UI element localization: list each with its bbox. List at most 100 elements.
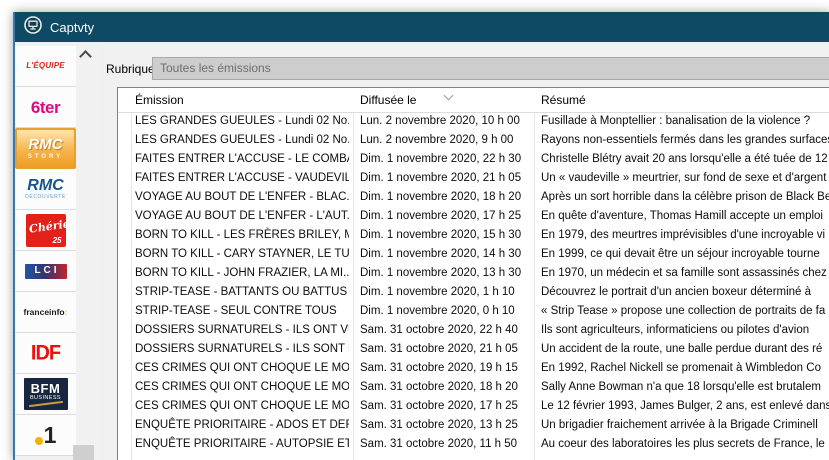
sort-descending-icon [443, 90, 454, 101]
cell-diffusee-le: Sam. 31 octobre 2020, 19 h 15 [360, 362, 518, 374]
cell-emission: BORN TO KILL - LES FRÈRES BRILEY, M... [135, 229, 349, 241]
sidebar-channel-bfm-business[interactable]: BFM BUSINESS [15, 374, 76, 415]
sidebar-channel-6ter[interactable]: 6ter [15, 87, 76, 128]
column-header-resume-label: Résumé [541, 93, 586, 107]
table-row[interactable]: ENQUÊTE PRIORITAIRE - ADOS ET DER... Sam… [118, 416, 829, 435]
cell-resume: Ils sont agriculteurs, informaticiens ou… [541, 324, 810, 336]
channel-logo: Chérie 25 [25, 213, 70, 247]
titlebar[interactable]: Captvty [15, 12, 829, 42]
captvty-window: Captvty L'ÉQUIPE 6ter RMC STORY RMC DÉCO… [13, 12, 829, 460]
sidebar-channel-rmc-decouverte[interactable]: RMC DÉCOUVERTE [15, 169, 76, 210]
cell-diffusee-le: Dim. 1 novembre 2020, 15 h 30 [360, 229, 522, 241]
cell-resume: Découvrez le portrait d'un ancien boxeur… [541, 286, 812, 298]
sidebar-channel-lci[interactable]: LCI [15, 251, 76, 292]
table-row[interactable]: BORN TO KILL - JOHN FRAZIER, LA MI... Di… [118, 264, 829, 283]
sidebar-scrollbar-thumb[interactable] [73, 445, 94, 460]
table-row[interactable]: CES CRIMES QUI ONT CHOQUE LE MO... Sam. … [118, 359, 829, 378]
cell-resume: En 1999, ce qui devait être un séjour in… [541, 248, 820, 260]
cell-emission: LES GRANDES GUEULES - Lundi 02 No... [135, 134, 349, 146]
table-row[interactable]: DOSSIERS SURNATURELS - ILS ONT VU ... Sa… [118, 321, 829, 340]
cell-resume: En quête d'aventure, Thomas Hamill accep… [541, 210, 823, 222]
channel-logo: LCI [24, 263, 67, 279]
column-header-diffusee-le-label: Diffusée le [360, 93, 417, 107]
table-row[interactable]: CES CRIMES QUI ONT CHOQUE LE MO... Sam. … [118, 378, 829, 397]
channel-logo: L'ÉQUIPE [26, 61, 65, 70]
cell-resume: Un accident de la route, une balle perdu… [541, 343, 823, 355]
channel-logo: 6ter [30, 97, 61, 117]
chevron-up-icon[interactable] [78, 50, 92, 63]
cell-resume: « Strip Tease » propose une collection d… [541, 305, 826, 317]
cell-diffusee-le: Lun. 2 novembre 2020, 10 h 00 [360, 115, 520, 127]
column-separator [534, 88, 535, 460]
sidebar-channel-franceinfo[interactable]: franceinfo : [15, 292, 76, 333]
cell-diffusee-le: Dim. 1 novembre 2020, 22 h 30 [360, 153, 522, 165]
cell-resume: En 1979, des meurtres imprévisibles d'un… [541, 229, 826, 241]
table-row[interactable]: FAITES ENTRER L'ACCUSE - LE COMBA... Dim… [118, 150, 829, 169]
app-monitor-icon [24, 15, 42, 39]
cell-emission: BORN TO KILL - CARY STAYNER, LE TU... [135, 248, 349, 260]
channel-logo: RMC STORY [27, 136, 64, 160]
rubrique-label: Rubrique : [106, 62, 162, 76]
channel-logo: IDF [30, 341, 61, 365]
cell-diffusee-le: Dim. 1 novembre 2020, 14 h 30 [360, 248, 522, 260]
table-row[interactable]: BORN TO KILL - LES FRÈRES BRILEY, M... D… [118, 226, 829, 245]
table-row[interactable]: LES GRANDES GUEULES - Lundi 02 No... Lun… [118, 131, 829, 150]
table-row[interactable]: LES GRANDES GUEULES - Lundi 02 No... Lun… [118, 112, 829, 131]
cell-resume: Christelle Blétry avait 20 ans lorsqu'el… [541, 153, 828, 165]
sidebar-channel-lequipe[interactable]: L'ÉQUIPE [15, 46, 76, 87]
table-row[interactable]: STRIP-TEASE - BATTANTS OU BATTUS ? Dim. … [118, 283, 829, 302]
cell-diffusee-le: Sam. 31 octobre 2020, 13 h 25 [360, 419, 518, 431]
table-row[interactable]: ENQUÊTE PRIORITAIRE - AUTOPSIE ET ... Sa… [118, 435, 829, 454]
channel-logo: RMC DÉCOUVERTE [25, 177, 66, 200]
cell-resume: Au coeur des laboratoires les plus secre… [541, 438, 825, 450]
cell-emission: STRIP-TEASE - BATTANTS OU BATTUS ? [135, 286, 349, 298]
cell-diffusee-le: Dim. 1 novembre 2020, 13 h 30 [360, 267, 522, 279]
sidebar-channel-rmc-story[interactable]: RMC STORY [15, 128, 76, 169]
cell-diffusee-le: Sam. 31 octobre 2020, 22 h 40 [360, 324, 518, 336]
table-header: Émission Diffusée le Résumé [118, 88, 829, 113]
table-row[interactable]: VOYAGE AU BOUT DE L'ENFER - L'AUT... Dim… [118, 207, 829, 226]
cell-resume: Un brigadier fraichement arrivée à la Br… [541, 419, 818, 431]
cell-diffusee-le: Sam. 31 octobre 2020, 21 h 05 [360, 343, 518, 355]
channel-list: L'ÉQUIPE 6ter RMC STORY RMC DÉCOUVERTE C… [15, 46, 76, 456]
cell-resume: En 1992, Rachel Nickell se promenait à W… [541, 362, 821, 374]
window-title: Captvty [50, 19, 95, 35]
cell-resume: Le 12 février 1993, James Bulger, 2 ans,… [541, 400, 829, 412]
column-separator [353, 88, 354, 460]
cell-emission: VOYAGE AU BOUT DE L'ENFER - L'AUT... [135, 210, 349, 222]
table-row[interactable]: DOSSIERS SURNATURELS - ILS SONT R... Sam… [118, 340, 829, 359]
channel-sidebar: L'ÉQUIPE 6ter RMC STORY RMC DÉCOUVERTE C… [15, 42, 100, 460]
table-row[interactable]: STRIP-TEASE - SEUL CONTRE TOUS Dim. 1 no… [118, 302, 829, 321]
cell-resume: Fusillade à Monptellier : banalisation d… [541, 115, 811, 127]
cell-diffusee-le: Sam. 31 octobre 2020, 17 h 25 [360, 400, 518, 412]
table-row[interactable]: BORN TO KILL - CARY STAYNER, LE TU... Di… [118, 245, 829, 264]
cell-resume: Après un sort horrible dans la célèbre p… [541, 191, 829, 203]
channel-logo: 1 [35, 423, 57, 447]
cell-diffusee-le: Sam. 31 octobre 2020, 11 h 50 [360, 438, 518, 450]
sidebar-channel-la1ere[interactable]: 1 [15, 415, 76, 456]
cell-emission: FAITES ENTRER L'ACCUSE - LE COMBA... [135, 153, 349, 165]
cell-emission: CES CRIMES QUI ONT CHOQUE LE MO... [135, 381, 349, 393]
cell-diffusee-le: Dim. 1 novembre 2020, 17 h 25 [360, 210, 522, 222]
cell-diffusee-le: Sam. 31 octobre 2020, 18 h 20 [360, 381, 518, 393]
emissions-table: Émission Diffusée le Résumé LES GRANDES … [117, 87, 829, 460]
sidebar-channel-idf[interactable]: IDF [15, 333, 76, 374]
channel-logo: BFM BUSINESS [23, 378, 68, 410]
rubrique-dropdown[interactable]: Toutes les émissions [152, 57, 829, 80]
cell-emission: DOSSIERS SURNATURELS - ILS SONT R... [135, 343, 349, 355]
cell-diffusee-le: Dim. 1 novembre 2020, 21 h 05 [360, 172, 522, 184]
table-row[interactable]: VOYAGE AU BOUT DE L'ENFER - BLAC... Dim.… [118, 188, 829, 207]
table-body: LES GRANDES GUEULES - Lundi 02 No... Lun… [118, 112, 829, 460]
cell-emission: CES CRIMES QUI ONT CHOQUE LE MO... [135, 362, 349, 374]
cell-resume: Sally Anne Bowman n'a que 18 lorsqu'elle… [541, 381, 821, 393]
table-row[interactable]: CES CRIMES QUI ONT CHOQUE LE MO... Sam. … [118, 397, 829, 416]
sidebar-channel-cherie25[interactable]: Chérie 25 [15, 210, 76, 251]
cell-emission: DOSSIERS SURNATURELS - ILS ONT VU ... [135, 324, 349, 336]
table-row[interactable]: FAITES ENTRER L'ACCUSE - VAUDEVILL... Di… [118, 169, 829, 188]
cell-diffusee-le: Dim. 1 novembre 2020, 18 h 20 [360, 191, 522, 203]
column-separator [131, 88, 132, 460]
cell-resume: Rayons non-essentiels fermés dans les gr… [541, 134, 829, 146]
cell-resume: Un « vaudeville » meurtrier, sur fond de… [541, 172, 827, 184]
cell-emission: FAITES ENTRER L'ACCUSE - VAUDEVILL... [135, 172, 349, 184]
column-header-emission-label: Émission [135, 93, 184, 107]
